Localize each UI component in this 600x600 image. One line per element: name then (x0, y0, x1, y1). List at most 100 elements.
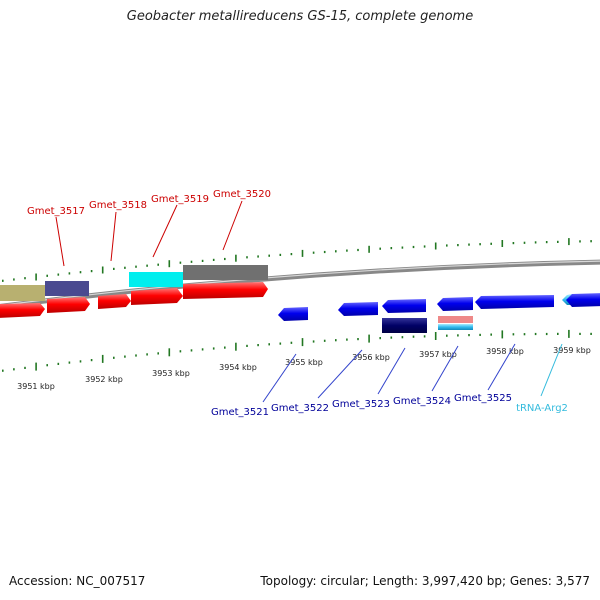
major-tick (568, 238, 570, 246)
minor-tick (534, 332, 537, 336)
minor-tick (201, 259, 204, 262)
minor-tick (479, 333, 481, 336)
minor-tick (212, 347, 215, 350)
minor-tick (357, 248, 359, 252)
minor-tick (423, 335, 426, 338)
gene-arrow-red (47, 297, 90, 313)
minor-tick (457, 334, 459, 337)
minor-tick (446, 334, 448, 337)
minor-tick (68, 361, 71, 364)
feature-bar-olive (0, 285, 45, 301)
gene-label-gmet-3524: Gmet_3524 (393, 396, 451, 407)
minor-tick (545, 332, 548, 336)
gene-label-gmet-3521: Gmet_3521 (211, 407, 269, 418)
minor-tick (2, 369, 4, 372)
scale-label: 3955 kbp (285, 358, 323, 367)
minor-tick (423, 245, 426, 248)
gene-label-gmet-3522: Gmet_3522 (271, 403, 329, 414)
minor-tick (346, 338, 348, 341)
minor-tick (113, 267, 115, 270)
minor-tick (323, 250, 326, 254)
genome-summary-text: Topology: circular; Length: 3,997,420 bp… (260, 574, 590, 588)
minor-tick (135, 354, 137, 357)
minor-tick (579, 240, 581, 243)
minor-tick (479, 243, 481, 246)
minor-tick (13, 368, 15, 371)
scale-label: 3957 kbp (419, 350, 457, 359)
minor-tick (124, 355, 126, 358)
feature-bar-cyan (129, 272, 183, 287)
minor-tick (457, 244, 459, 247)
minor-tick (401, 246, 404, 249)
minor-tick (179, 350, 182, 353)
minor-tick (312, 251, 315, 254)
gene-label-trna-arg2: tRNA-Arg2 (516, 403, 568, 414)
minor-tick (190, 349, 193, 352)
major-tick (501, 240, 504, 247)
minor-tick (379, 337, 381, 340)
major-tick (168, 260, 171, 268)
minor-tick (201, 348, 204, 351)
gene-arrow-blue (566, 293, 600, 307)
gene-arrow-blue (382, 299, 426, 313)
gene-arrow-blue (338, 302, 378, 316)
minor-tick (523, 241, 526, 244)
minor-tick (246, 256, 248, 259)
minor-tick (224, 257, 226, 261)
minor-tick (557, 332, 559, 335)
minor-tick (446, 244, 448, 247)
major-tick (434, 242, 437, 250)
minor-tick (523, 333, 526, 336)
minor-tick (113, 356, 115, 359)
minor-tick (2, 279, 4, 282)
minor-tick (379, 247, 381, 250)
minor-tick (90, 270, 93, 273)
gene-arrow-blue (437, 297, 473, 311)
minor-tick (157, 263, 159, 266)
minor-tick (146, 353, 148, 356)
lower-leader-lines (262, 343, 516, 403)
minor-tick (390, 336, 393, 339)
minor-tick (68, 272, 71, 275)
gene-arrow-blue (278, 307, 308, 321)
minor-tick (512, 242, 515, 245)
major-tick (35, 362, 37, 371)
minor-tick (268, 343, 270, 346)
minor-tick (13, 278, 15, 281)
backbone-line (0, 259, 600, 309)
major-tick (301, 249, 304, 257)
scale-label: 3952 kbp (85, 375, 123, 384)
minor-tick (24, 366, 26, 369)
scale-label: 3951 kbp (17, 382, 55, 391)
minor-tick (468, 243, 470, 246)
scale-label: 3959 kbp (553, 346, 591, 355)
minor-tick (490, 333, 492, 336)
minor-tick (257, 255, 259, 258)
major-tick (301, 338, 304, 347)
minor-tick (79, 271, 82, 274)
minor-tick (24, 277, 26, 280)
minor-tick (46, 274, 48, 277)
minor-tick (335, 250, 337, 253)
minor-tick (312, 340, 315, 343)
gene-label-gmet-3517: Gmet_3517 (27, 206, 85, 217)
minor-tick (246, 344, 248, 347)
minor-tick (335, 339, 337, 342)
minor-tick (590, 240, 592, 243)
feature-bar-pink (438, 316, 473, 323)
minor-tick (212, 258, 215, 261)
minor-tick (279, 342, 282, 345)
minor-tick (323, 339, 326, 342)
minor-tick (79, 360, 82, 363)
minor-tick (179, 261, 182, 264)
minor-tick (224, 346, 226, 349)
lower-tick-marks (2, 329, 592, 372)
gene-arrow-blue (475, 295, 554, 309)
minor-tick (579, 332, 581, 335)
minor-tick (512, 333, 515, 336)
major-tick (35, 273, 37, 281)
minor-tick (290, 341, 293, 344)
feature-bar-navy (382, 318, 427, 333)
major-tick (235, 254, 237, 262)
